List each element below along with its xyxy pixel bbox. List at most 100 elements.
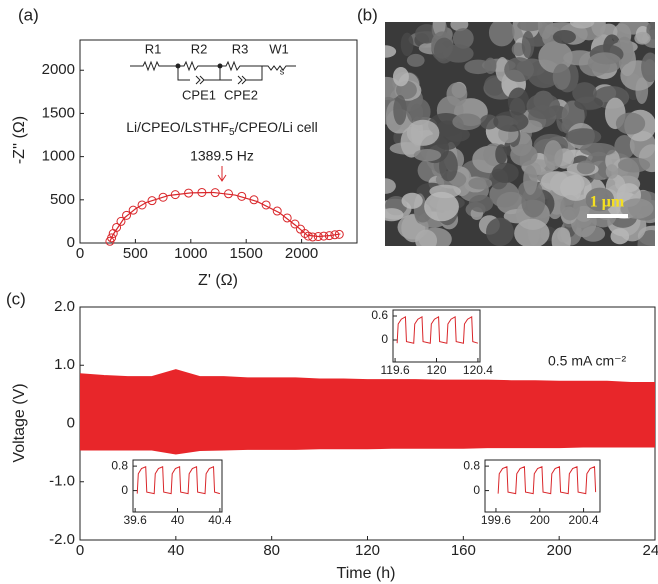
y-tick-label: -2.0 bbox=[49, 531, 75, 548]
fit-line bbox=[109, 191, 341, 242]
data-point bbox=[308, 232, 318, 242]
x-tick-label: 160 bbox=[451, 542, 476, 559]
y-tick-label: 0 bbox=[473, 483, 480, 497]
plot-frame bbox=[79, 39, 358, 244]
grain bbox=[504, 57, 535, 83]
cell-label: Li/CPEO/LSTHF5/CPEO/Li cell bbox=[126, 119, 318, 138]
grain bbox=[587, 52, 622, 74]
inset-line bbox=[396, 315, 479, 344]
grain bbox=[521, 30, 535, 59]
data-point bbox=[147, 196, 157, 206]
cell-label-part: Li/CPEO/LSTHF bbox=[126, 119, 229, 135]
grain bbox=[614, 134, 635, 160]
y-tick-label: 0 bbox=[67, 414, 75, 431]
y-tick-label: 1500 bbox=[42, 104, 75, 121]
grain bbox=[591, 22, 606, 37]
y-tick-label: 0.8 bbox=[111, 458, 128, 472]
grain bbox=[406, 53, 425, 67]
grain bbox=[479, 114, 499, 130]
panel-label: (c) bbox=[6, 289, 26, 308]
grain bbox=[617, 157, 651, 173]
y-tick-label: -1.0 bbox=[49, 473, 75, 490]
y-tick-label: 0 bbox=[381, 332, 388, 346]
grain bbox=[468, 177, 493, 190]
grain bbox=[521, 186, 546, 218]
circuit-label: CPE2 bbox=[224, 87, 258, 102]
grain bbox=[424, 191, 459, 222]
grain bbox=[514, 218, 550, 246]
grain bbox=[400, 32, 414, 57]
x-tick-label: 40.4 bbox=[208, 513, 232, 527]
grain bbox=[605, 164, 619, 179]
grain bbox=[406, 98, 431, 126]
grain bbox=[491, 162, 519, 184]
grain bbox=[468, 194, 494, 213]
grain bbox=[557, 227, 571, 243]
x-tick-label: 120.4 bbox=[463, 363, 493, 377]
grain bbox=[543, 140, 563, 171]
y-tick-label: 2000 bbox=[42, 61, 75, 78]
x-tick-label: 240 bbox=[642, 542, 658, 559]
x-tick-label: 80 bbox=[263, 542, 280, 559]
inset-line bbox=[136, 465, 221, 495]
grain bbox=[634, 31, 651, 45]
grain bbox=[488, 22, 515, 47]
data-point bbox=[137, 200, 147, 210]
x-tick-label: 40 bbox=[171, 513, 185, 527]
y-tick-label: 0 bbox=[67, 234, 75, 251]
circuit-labels: R1 R2 R3 W1 CPE1 CPE2 s bbox=[145, 41, 289, 102]
annotation-arrow bbox=[217, 166, 227, 182]
inset-bg bbox=[393, 310, 480, 362]
grain bbox=[572, 82, 597, 104]
circuit-label: CPE1 bbox=[182, 87, 216, 102]
y-tick-label: 0.8 bbox=[463, 458, 480, 472]
inset-line bbox=[497, 465, 597, 495]
y-tick-label: 500 bbox=[50, 191, 75, 208]
grain bbox=[579, 142, 616, 157]
x-tick-label: 1000 bbox=[174, 245, 207, 262]
data-point bbox=[290, 219, 300, 229]
circuit bbox=[130, 60, 296, 85]
grain bbox=[585, 187, 615, 212]
grain bbox=[433, 37, 455, 64]
grain bbox=[569, 22, 595, 29]
y-tick-label: 2.0 bbox=[54, 298, 75, 315]
circuit-node bbox=[175, 63, 181, 69]
data-point bbox=[112, 222, 122, 232]
scale-bar-label: 1 μm bbox=[590, 194, 625, 211]
grain bbox=[641, 52, 655, 83]
x-axis-label: Z' (Ω) bbox=[198, 272, 238, 289]
x-tick-label: 119.6 bbox=[381, 363, 410, 377]
inset-bg bbox=[133, 460, 222, 512]
y-axis-label: -Z'' (Ω) bbox=[11, 116, 28, 164]
voltage-envelope-fill bbox=[80, 369, 655, 454]
grain bbox=[493, 111, 529, 132]
grain bbox=[486, 217, 514, 246]
x-tick-label: 1500 bbox=[230, 245, 263, 262]
grain bbox=[560, 174, 592, 201]
grain bbox=[507, 87, 530, 116]
grain bbox=[560, 194, 580, 221]
circuit-label: R3 bbox=[232, 41, 249, 56]
grain bbox=[495, 144, 508, 165]
circuit-node bbox=[217, 63, 223, 69]
annotation: 1389.5 Hz bbox=[190, 148, 254, 164]
grain bbox=[610, 228, 630, 245]
grain bbox=[552, 63, 571, 90]
grain bbox=[385, 178, 396, 194]
grain bbox=[432, 120, 463, 150]
data-point bbox=[282, 213, 292, 223]
data-point bbox=[330, 230, 340, 240]
grain bbox=[565, 128, 602, 146]
grain bbox=[413, 149, 442, 162]
annotation: 0.5 mA cm⁻² bbox=[548, 353, 627, 369]
y-tick-label: 1000 bbox=[42, 148, 75, 165]
panel-label: (b) bbox=[357, 5, 378, 24]
grain bbox=[484, 57, 497, 75]
grain bbox=[523, 165, 538, 195]
data-point bbox=[128, 205, 138, 215]
grain bbox=[401, 192, 423, 209]
x-tick-label: 39.6 bbox=[123, 513, 147, 527]
grain bbox=[526, 93, 561, 120]
